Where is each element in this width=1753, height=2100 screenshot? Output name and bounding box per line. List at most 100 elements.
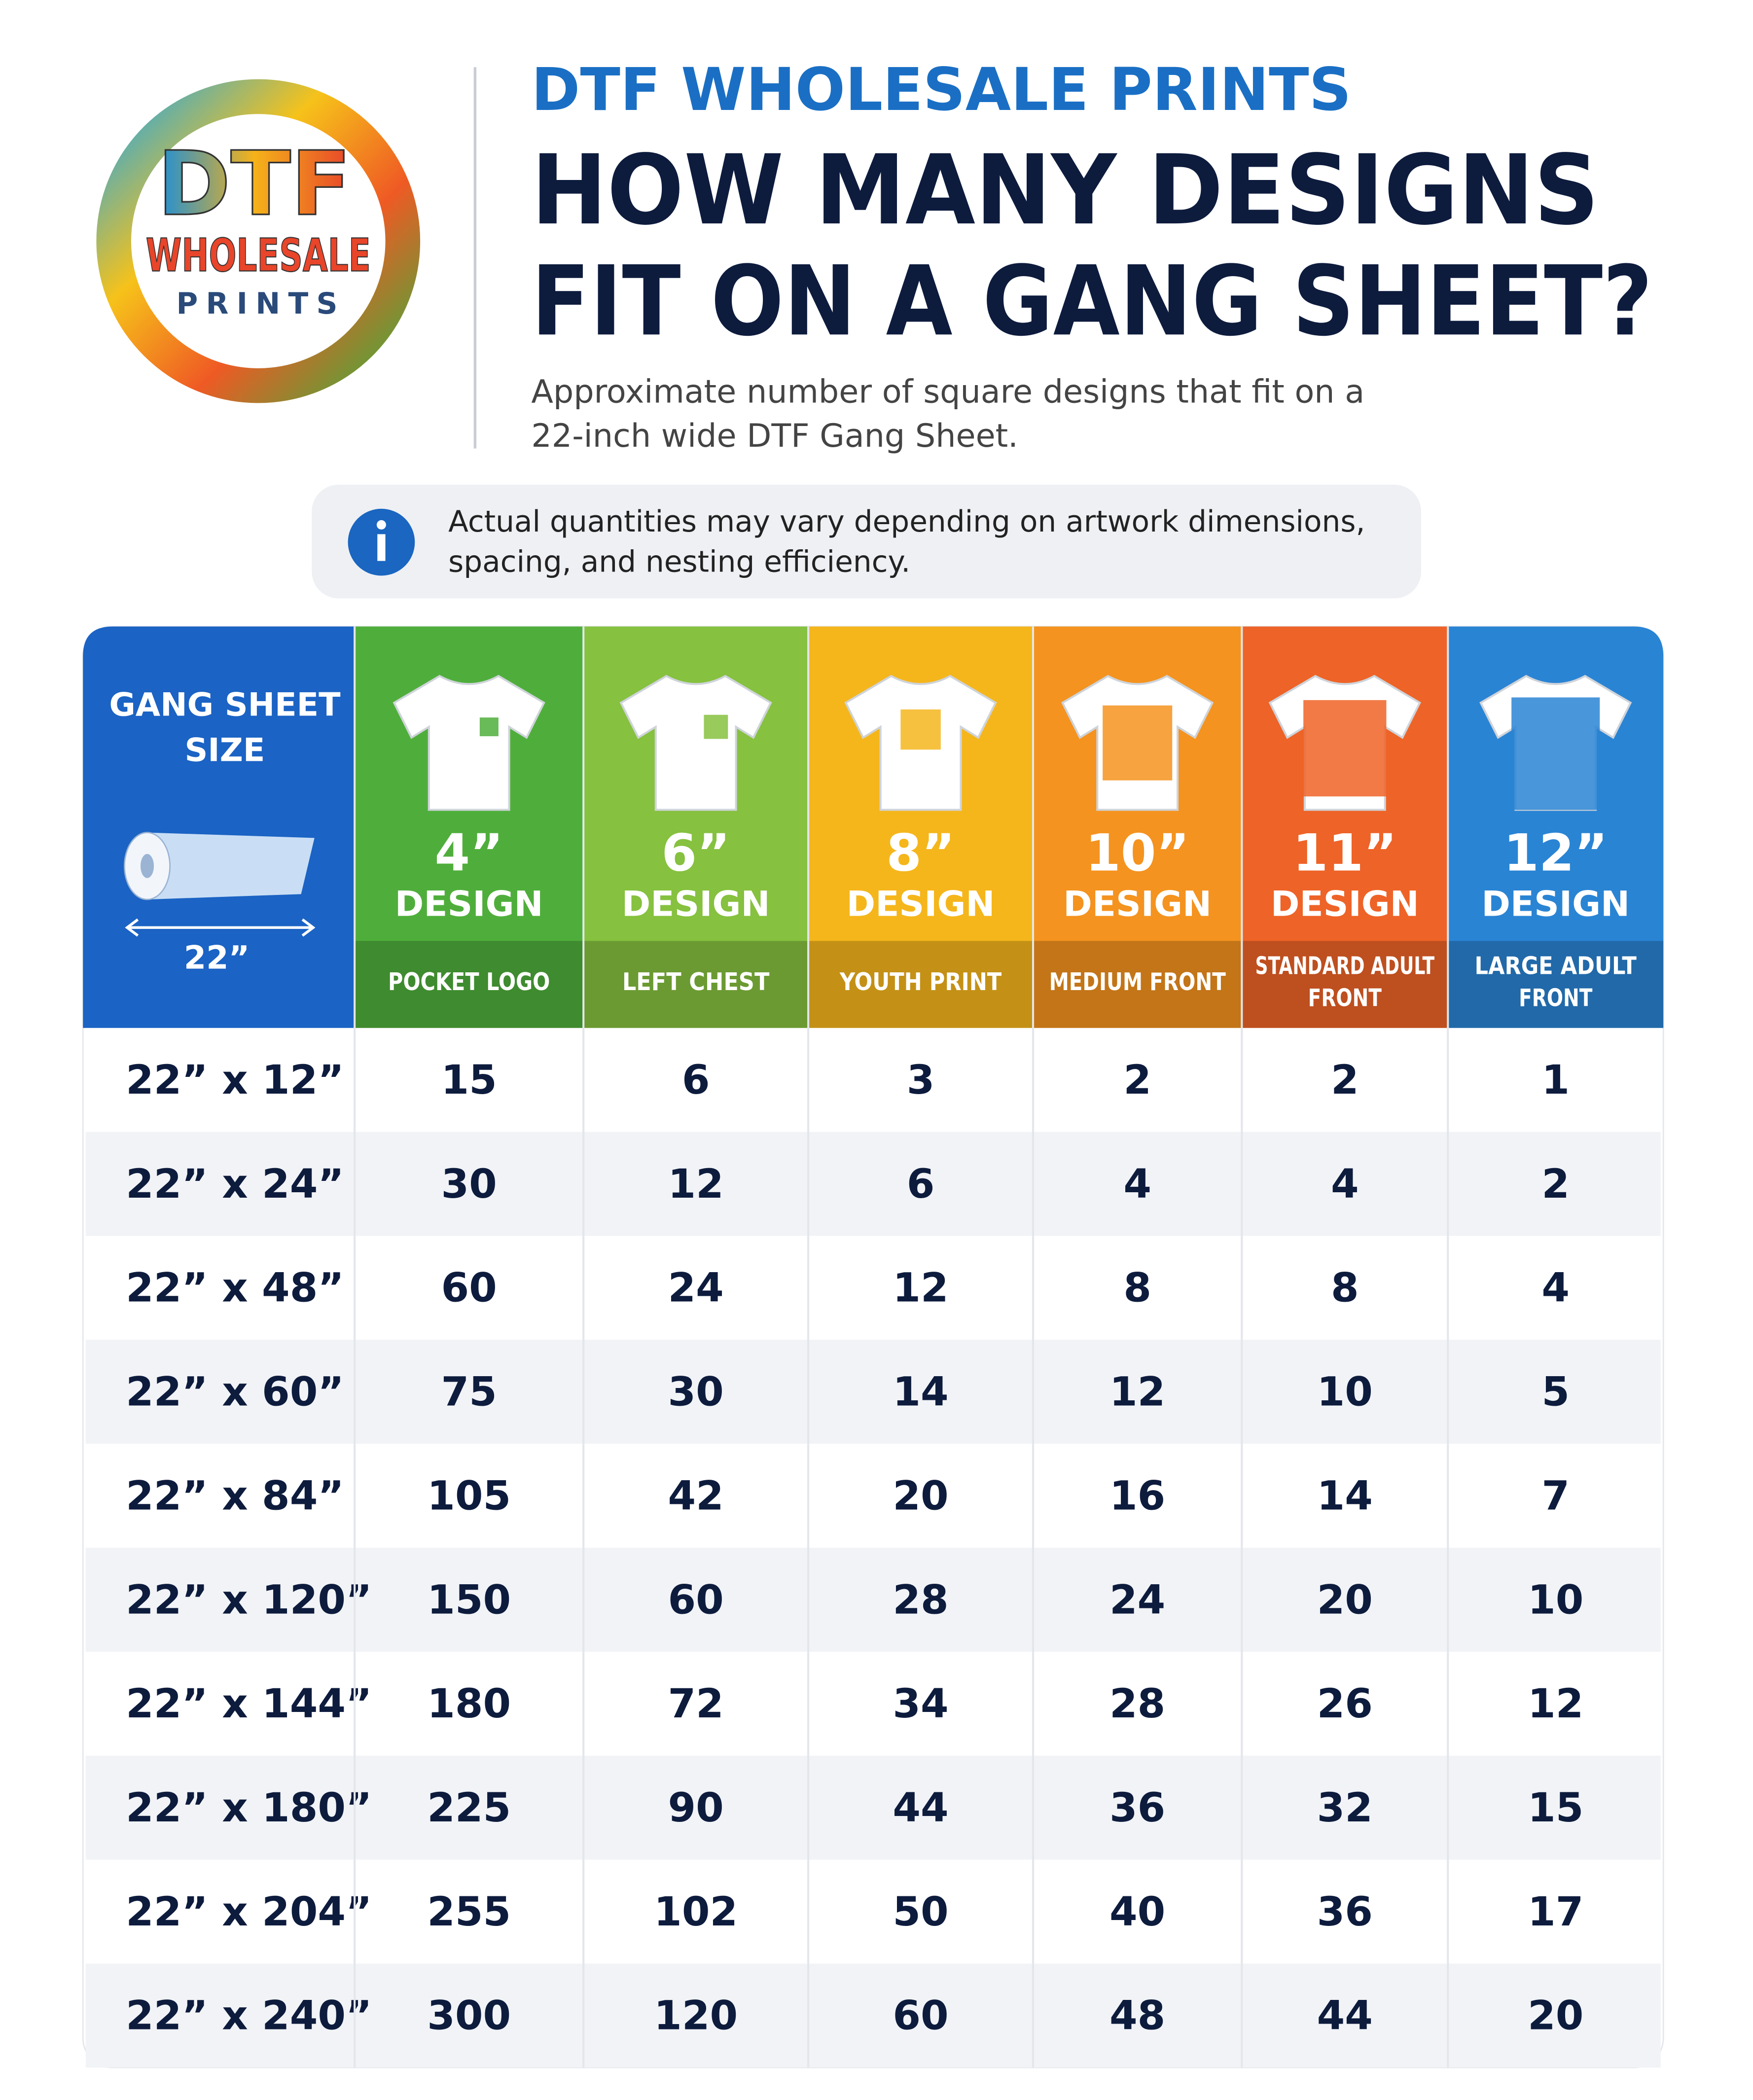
brand: DTF WHOLESALE PRINTS <box>531 56 1351 124</box>
row-stripe <box>85 1963 1661 2068</box>
cell-value: 300 <box>427 1993 511 2039</box>
cell-value: 34 <box>893 1680 948 1727</box>
design-size: 8” <box>886 824 955 883</box>
cell-value: 14 <box>893 1369 948 1416</box>
cell-value: 180 <box>427 1680 511 1727</box>
cell-value: 17 <box>1528 1888 1583 1935</box>
row-stripe <box>85 1755 1661 1860</box>
design-size: 12” <box>1503 824 1608 883</box>
design-size: 4” <box>434 824 503 883</box>
title-line: FIT ON A GANG SHEET? <box>531 246 1652 357</box>
cell-value: 36 <box>1317 1888 1373 1935</box>
design-word: DESIGN <box>622 884 770 924</box>
row-stripe <box>85 1132 1661 1236</box>
cell-value: 40 <box>1109 1888 1165 1935</box>
row-size: 22” x 12” <box>126 1057 344 1103</box>
roll-icon <box>147 832 315 900</box>
cell-value: 6 <box>907 1161 935 1208</box>
title-line: HOW MANY DESIGNS <box>531 135 1599 247</box>
cell-value: 24 <box>668 1265 723 1312</box>
design-word: DESIGN <box>847 884 995 924</box>
corner-label: SIZE <box>185 732 265 769</box>
design-size: 11” <box>1293 824 1397 883</box>
cell-value: 10 <box>1317 1369 1373 1416</box>
cell-value: 2 <box>1541 1161 1570 1208</box>
cell-value: 42 <box>668 1472 723 1519</box>
cell-value: 3 <box>907 1057 935 1103</box>
cell-value: 255 <box>427 1888 511 1935</box>
design-word: DESIGN <box>1271 884 1419 924</box>
cell-value: 28 <box>1109 1680 1165 1727</box>
row-size: 22” x 24” <box>126 1161 344 1208</box>
cell-value: 7 <box>1541 1472 1570 1519</box>
cell-value: 75 <box>441 1369 497 1416</box>
cell-value: 50 <box>893 1888 948 1935</box>
cell-value: 120 <box>654 1993 738 2039</box>
print-area <box>704 714 728 739</box>
print-area <box>1103 705 1173 781</box>
cell-value: 72 <box>668 1680 723 1727</box>
logo: DTF WHOLESALE PRINTS <box>96 79 421 403</box>
subtitle-line: 22-inch wide DTF Gang Sheet. <box>531 418 1018 455</box>
roll-core <box>140 854 154 878</box>
row-size: 22” x 144” <box>126 1680 372 1727</box>
cell-value: 4 <box>1331 1161 1359 1208</box>
row-size: 22” x 84” <box>126 1472 344 1519</box>
cell-value: 15 <box>441 1057 497 1103</box>
cell-value: 36 <box>1109 1784 1165 1831</box>
cell-value: 28 <box>893 1576 948 1623</box>
tshirt-icon <box>393 675 545 811</box>
print-area <box>1511 697 1600 810</box>
label-band <box>1242 941 1448 1028</box>
tshirt-icon <box>619 675 772 811</box>
cell-value: 12 <box>893 1265 948 1312</box>
column-label: YOUTH PRINT <box>839 968 1002 996</box>
cell-value: 60 <box>893 1993 948 2039</box>
row-size: 22” x 120” <box>126 1576 372 1623</box>
cell-value: 2 <box>1123 1057 1151 1103</box>
row-stripe <box>85 1548 1661 1652</box>
notice-line: spacing, and nesting efficiency. <box>448 545 910 579</box>
corner-label: GANG SHEET <box>109 686 341 723</box>
cell-value: 10 <box>1528 1576 1583 1623</box>
cell-value: 60 <box>668 1576 723 1623</box>
cell-value: 32 <box>1317 1784 1373 1831</box>
logo-bottom: PRINTS <box>177 287 346 321</box>
cell-value: 4 <box>1541 1265 1570 1312</box>
column-label: POCKET LOGO <box>388 968 550 996</box>
cell-value: 102 <box>654 1888 738 1935</box>
cell-value: 8 <box>1123 1265 1151 1312</box>
cell-value: 26 <box>1317 1680 1373 1727</box>
print-area <box>1303 700 1387 797</box>
subtitle-line: Approximate number of square designs tha… <box>531 373 1364 410</box>
cell-value: 14 <box>1317 1472 1373 1519</box>
cell-value: 225 <box>427 1784 511 1831</box>
info-icon-bar <box>377 534 386 561</box>
label-band <box>808 941 1034 1028</box>
column-label: STANDARD ADULT <box>1255 952 1434 980</box>
cell-value: 4 <box>1123 1161 1151 1208</box>
row-size: 22” x 240” <box>126 1993 372 2039</box>
cell-value: 150 <box>427 1576 511 1623</box>
cell-value: 44 <box>1317 1993 1373 2039</box>
width-arrow <box>125 918 316 937</box>
design-size: 6” <box>661 824 730 883</box>
cell-value: 90 <box>668 1784 723 1831</box>
design-word: DESIGN <box>1481 884 1630 924</box>
cell-value: 5 <box>1541 1369 1570 1416</box>
cell-value: 20 <box>893 1472 948 1519</box>
row-size: 22” x 48” <box>126 1265 344 1312</box>
column-label: LEFT CHEST <box>622 968 770 996</box>
cell-value: 30 <box>668 1369 723 1416</box>
notice-line: Actual quantities may vary depending on … <box>448 505 1365 539</box>
cell-value: 8 <box>1331 1265 1359 1312</box>
print-area <box>479 717 499 737</box>
cell-value: 1 <box>1541 1057 1570 1103</box>
logo-ring <box>96 79 421 403</box>
cell-value: 16 <box>1109 1472 1165 1519</box>
cell-value: 15 <box>1528 1784 1583 1831</box>
cell-value: 48 <box>1109 1993 1165 2039</box>
cell-value: 6 <box>682 1057 710 1103</box>
